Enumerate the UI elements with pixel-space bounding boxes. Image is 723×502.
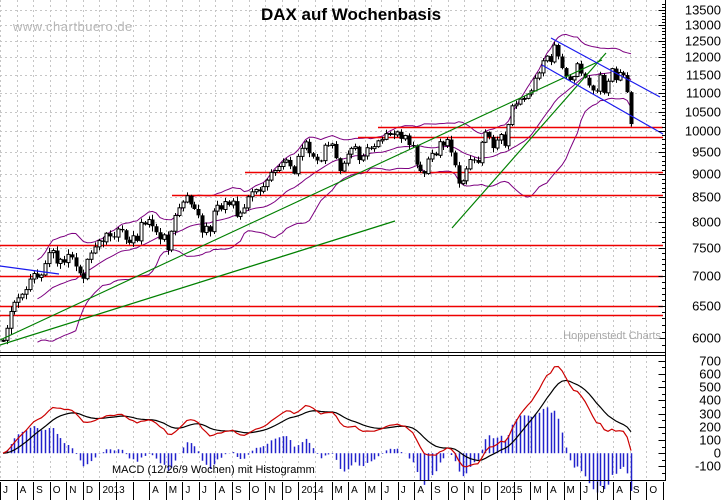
month-label: S (36, 485, 43, 496)
month-label: M (367, 485, 376, 496)
chart-credit: Hoppenstedt Charts (563, 330, 661, 342)
macd-tick-label: 400 (699, 392, 721, 408)
month-label: M (566, 485, 575, 496)
month-label: 2013 (102, 485, 125, 496)
month-label: D (284, 485, 292, 496)
month-label: J (3, 485, 8, 496)
month-label: J (599, 485, 605, 496)
month-label: S (235, 485, 242, 496)
month-label: A (351, 485, 358, 496)
month-label: S (433, 485, 441, 496)
macd-indicator-label: MACD (12/26/9 Wochen) mit Histogramm (112, 464, 315, 476)
price-tick-label: 6000 (692, 330, 721, 346)
month-label: O (251, 485, 260, 496)
price-tick-label: 10500 (684, 104, 721, 120)
macd-tick-label: 0 (713, 445, 721, 461)
macd-tick-label: 200 (699, 419, 721, 435)
macd-tick-label: -100 (694, 458, 721, 474)
month-label: 2015 (500, 485, 523, 496)
month-label: A (549, 485, 557, 496)
price-tick-label: 6500 (692, 298, 721, 314)
price-tick-label: 9500 (692, 144, 721, 160)
month-label: N (69, 485, 77, 496)
price-tick-label: 10000 (684, 123, 721, 139)
price-tick-label: 7500 (692, 240, 721, 256)
month-label: N (467, 485, 475, 496)
price-tick-label: 7000 (692, 268, 721, 284)
page-title: DAX auf Wochenbasis (260, 5, 442, 24)
macd-tick-label: 700 (699, 353, 721, 369)
price-tick-label: 12000 (684, 49, 721, 65)
month-label: M (168, 485, 178, 496)
month-label: O (649, 485, 658, 496)
month-label: J (384, 485, 390, 496)
month-label: J (201, 485, 207, 496)
month-label: A (19, 485, 27, 496)
price-tick-label: 13500 (684, 2, 721, 18)
macd-tick-label: 500 (699, 379, 721, 395)
month-label: N (268, 485, 276, 496)
month-label: J (583, 485, 589, 496)
month-label: A (218, 485, 226, 496)
macd-tick-label: 300 (699, 406, 721, 422)
month-label: S (632, 485, 640, 496)
macd-tick-label: 600 (699, 366, 721, 382)
month-label: A (152, 485, 159, 496)
month-label: D (483, 485, 491, 496)
month-label: J (185, 485, 191, 496)
watermark: www.chartbuero.de (13, 19, 133, 34)
month-label: A (616, 485, 623, 496)
month-label: D (85, 485, 94, 496)
price-tick-label: 11000 (685, 85, 721, 101)
month-label: M (533, 485, 542, 496)
price-tick-label: 13000 (684, 17, 721, 33)
month-label: O (52, 485, 61, 496)
macd-tick-label: 100 (699, 432, 721, 448)
month-label: 2014 (301, 485, 324, 496)
price-tick-label: 8500 (692, 189, 721, 205)
price-tick-label: 11500 (685, 67, 721, 83)
price-tick-label: 9000 (692, 166, 721, 182)
month-label: M (334, 485, 343, 496)
price-tick-label: 8000 (692, 214, 721, 230)
month-label: J (400, 485, 406, 496)
price-tick-label: 12500 (684, 33, 721, 49)
month-label: A (417, 485, 425, 496)
month-label: O (450, 485, 459, 496)
